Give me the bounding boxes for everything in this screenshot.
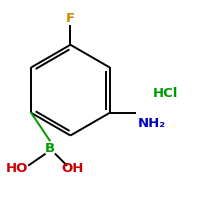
Text: HO: HO (6, 162, 28, 175)
Text: F: F (66, 12, 75, 25)
Text: OH: OH (61, 162, 84, 175)
Text: NH₂: NH₂ (137, 117, 166, 130)
Text: B: B (45, 142, 55, 155)
Text: HCl: HCl (152, 87, 178, 100)
